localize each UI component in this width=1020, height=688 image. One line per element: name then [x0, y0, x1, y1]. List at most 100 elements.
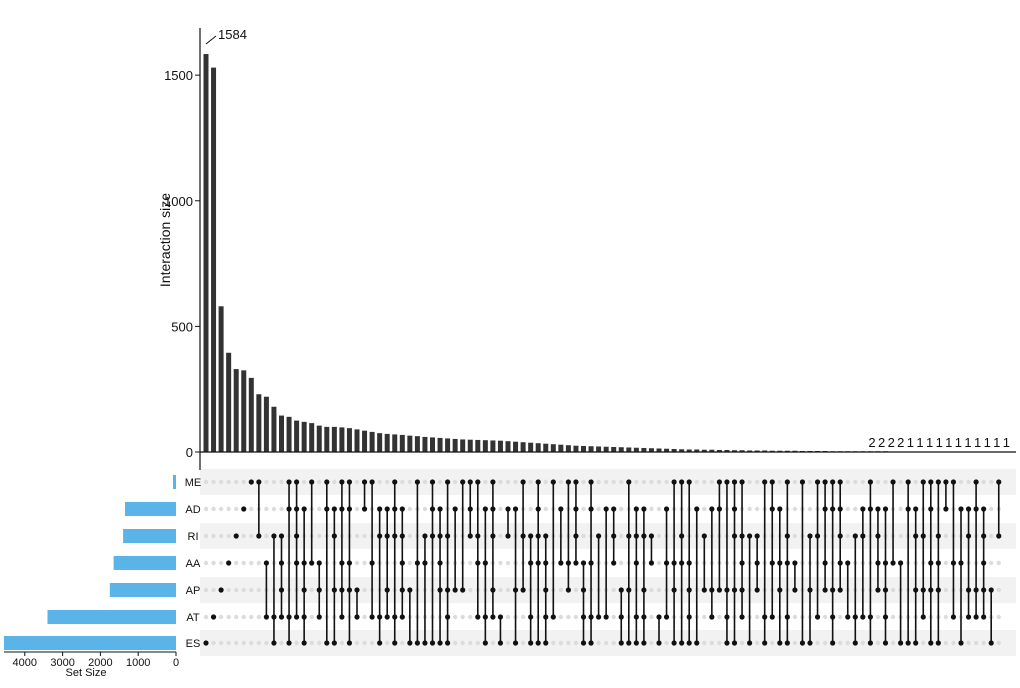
matrix-empty-dot — [898, 506, 903, 512]
intersection-bar — [656, 448, 662, 452]
matrix-dot — [301, 506, 307, 512]
matrix-dot — [988, 640, 994, 646]
matrix-dot — [784, 614, 790, 620]
matrix-dot — [445, 587, 451, 593]
matrix-dot — [837, 533, 843, 539]
matrix-empty-dot — [717, 614, 722, 620]
matrix-dot — [482, 640, 488, 646]
matrix-dot — [490, 479, 496, 485]
matrix-dot — [248, 479, 254, 485]
matrix-dot — [784, 560, 790, 566]
matrix-dot — [460, 587, 466, 593]
matrix-dot — [988, 587, 994, 593]
matrix-dot — [528, 533, 534, 539]
matrix-empty-dot — [875, 479, 881, 485]
matrix-empty-dot — [951, 640, 956, 646]
matrix-empty-dot — [249, 506, 254, 512]
matrix-empty-dot — [981, 640, 986, 646]
matrix-empty-dot — [211, 479, 216, 485]
matrix-empty-dot — [218, 614, 224, 620]
matrix-dot — [633, 640, 639, 646]
intersection-bar — [641, 447, 647, 452]
matrix-empty-dot — [498, 479, 503, 485]
intersection-bar — [445, 438, 451, 452]
matrix-empty-dot — [362, 640, 367, 646]
matrix-dot — [278, 533, 285, 539]
intersection-bar — [535, 443, 541, 452]
matrix-dot — [437, 533, 443, 539]
intersection-bar — [422, 436, 428, 452]
intersection-bar — [565, 445, 571, 452]
matrix-dot — [709, 506, 715, 512]
matrix-empty-dot — [468, 587, 473, 593]
matrix-dot — [784, 533, 790, 539]
matrix-dot — [520, 533, 526, 539]
matrix-dot — [535, 506, 541, 512]
matrix-dot — [550, 479, 556, 485]
tail-count-label: 1 — [926, 435, 933, 450]
matrix-dot — [739, 533, 745, 539]
y-tick-label: 1000 — [164, 194, 193, 209]
matrix-empty-dot — [996, 614, 1001, 620]
matrix-empty-dot — [264, 506, 269, 512]
matrix-empty-dot — [573, 587, 579, 593]
matrix-dot — [278, 614, 285, 620]
matrix-empty-dot — [226, 587, 231, 593]
matrix-dot — [603, 506, 609, 512]
matrix-empty-dot — [452, 479, 458, 485]
matrix-empty-dot — [385, 479, 390, 485]
intersection-matrix — [203, 479, 1002, 646]
matrix-dot — [754, 560, 760, 566]
set-size-bar — [4, 636, 176, 650]
matrix-dot — [890, 560, 896, 566]
matrix-dot — [822, 560, 828, 566]
matrix-dot — [377, 614, 383, 620]
intersection-bar — [603, 446, 609, 452]
matrix-empty-dot — [241, 533, 246, 539]
matrix-empty-dot — [619, 479, 624, 485]
intersection-bar — [490, 440, 496, 452]
matrix-dot — [898, 640, 904, 646]
matrix-empty-dot — [845, 506, 850, 512]
matrix-empty-dot — [211, 640, 216, 646]
intersection-bar — [528, 442, 534, 452]
matrix-dot — [490, 587, 496, 593]
matrix-dot — [331, 533, 337, 539]
matrix-dot — [490, 614, 496, 620]
matrix-dot — [354, 587, 360, 593]
matrix-dot — [958, 640, 964, 646]
matrix-empty-dot — [279, 479, 284, 485]
matrix-dot — [377, 533, 383, 539]
matrix-empty-dot — [211, 506, 216, 512]
matrix-dot — [867, 479, 874, 485]
matrix-dot — [950, 560, 957, 566]
matrix-empty-dot — [460, 640, 465, 646]
matrix-empty-dot — [838, 614, 843, 620]
matrix-dot — [814, 479, 821, 485]
tail-count-label: 2 — [868, 435, 875, 450]
tail-count-label: 2 — [897, 435, 904, 450]
matrix-dot — [316, 614, 322, 620]
matrix-dot — [392, 479, 398, 485]
matrix-dot — [512, 640, 519, 646]
matrix-dot — [286, 640, 292, 646]
matrix-empty-dot — [973, 640, 979, 646]
matrix-dot — [437, 587, 443, 593]
matrix-dot — [294, 479, 300, 485]
matrix-dot — [920, 614, 926, 620]
matrix-dot — [497, 614, 504, 620]
matrix-empty-dot — [943, 560, 949, 566]
matrix-empty-dot — [211, 533, 216, 539]
matrix-dot — [241, 506, 247, 512]
matrix-dot — [996, 533, 1002, 539]
matrix-empty-dot — [520, 640, 526, 646]
matrix-empty-dot — [619, 560, 624, 566]
matrix-dot — [294, 560, 300, 566]
matrix-empty-dot — [596, 640, 601, 646]
matrix-dot — [762, 479, 768, 485]
matrix-dot — [535, 560, 541, 566]
matrix-dot — [898, 560, 904, 566]
intersection-bar — [475, 439, 481, 452]
intersection-bar — [724, 449, 730, 452]
matrix-empty-dot — [792, 479, 798, 485]
